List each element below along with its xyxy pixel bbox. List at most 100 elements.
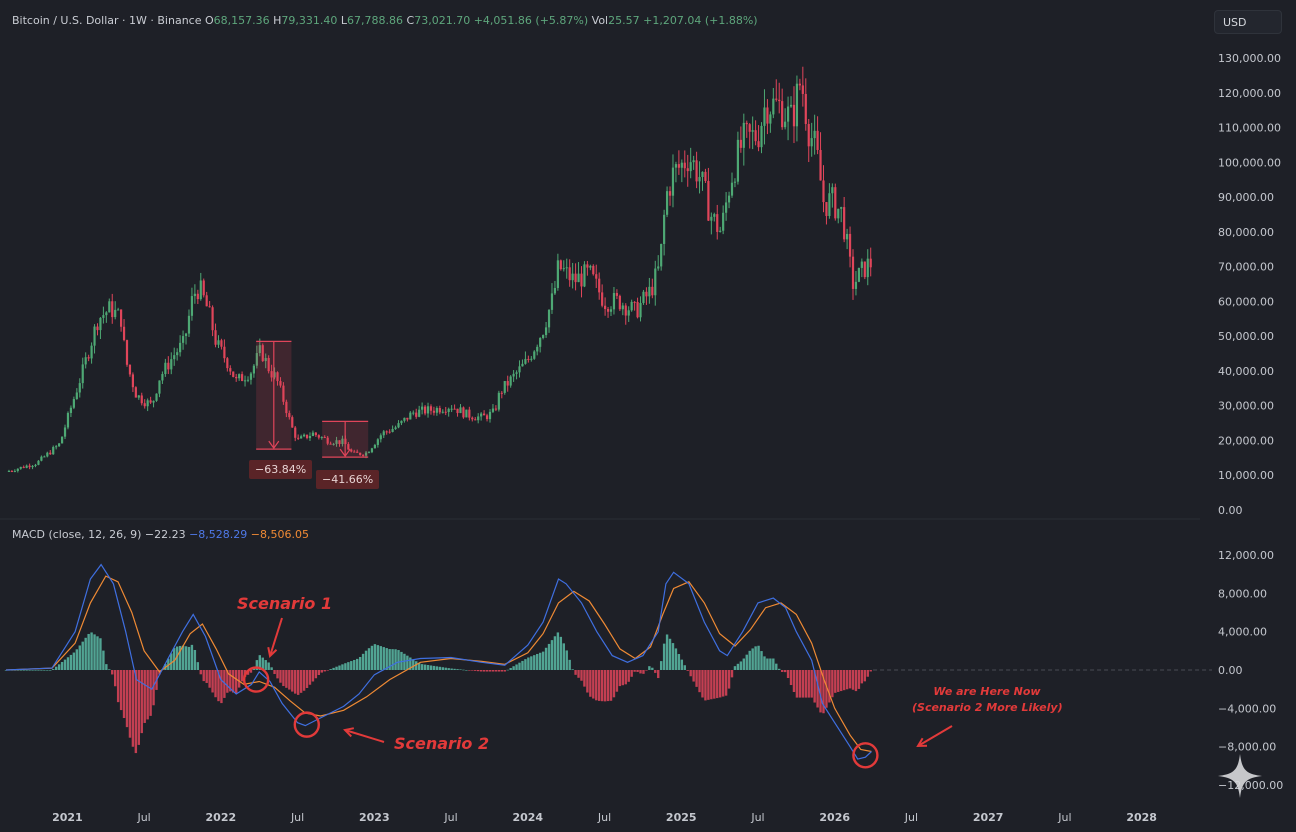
macd-histogram-bar — [801, 670, 805, 698]
candle-body — [645, 291, 648, 297]
candle-body — [423, 406, 427, 414]
macd-histogram-bar — [474, 670, 477, 671]
candle — [665, 186, 669, 218]
macd-histogram-bar — [69, 654, 73, 670]
candle-body — [238, 374, 241, 379]
macd-histogram-bar — [205, 670, 208, 683]
macd-histogram-bar — [485, 670, 489, 672]
candle — [117, 307, 120, 311]
candle — [509, 375, 512, 388]
candle — [848, 226, 852, 268]
candle-body — [677, 164, 680, 168]
candle — [235, 373, 238, 382]
candle — [854, 270, 858, 296]
candle-body — [347, 444, 350, 450]
macd-histogram-bar — [497, 670, 501, 672]
symbol-label: Bitcoin / U.S. Dollar · 1W · Binance — [12, 14, 202, 27]
candle-body — [193, 293, 196, 297]
candle-body — [359, 452, 362, 455]
candle — [232, 371, 235, 378]
macd-histogram-bar — [772, 658, 775, 670]
candle-body — [267, 357, 270, 372]
macd-histogram-bar — [37, 670, 40, 671]
candle — [202, 278, 205, 298]
candle-body — [542, 335, 545, 339]
candle — [205, 291, 208, 307]
candle-body — [379, 435, 382, 440]
scenario-1-arrow — [267, 617, 283, 658]
macd-histogram-bar — [701, 670, 704, 698]
macd-histogram-bar — [645, 670, 648, 671]
macd-histogram-bar — [232, 670, 235, 693]
candle — [379, 433, 382, 443]
candle-body — [851, 256, 855, 289]
candle-body — [509, 376, 512, 386]
macd-histogram-bar — [412, 659, 415, 670]
candle-body — [775, 98, 778, 100]
candle — [13, 469, 16, 473]
candle-body — [240, 374, 244, 382]
candle-body — [385, 431, 388, 433]
macd-histogram-bar — [851, 670, 855, 690]
macd-histogram-bar — [595, 670, 598, 701]
macd-histogram-bar — [592, 670, 595, 699]
candle — [645, 287, 648, 305]
candle — [547, 309, 551, 333]
scenario-1-arrow-head — [267, 646, 278, 658]
candle — [418, 405, 421, 418]
candle-body — [843, 207, 846, 240]
candle — [577, 262, 580, 283]
candle — [367, 451, 371, 454]
vol-change-value: +1,207.04 (+1.88%) — [643, 14, 758, 27]
candle — [397, 420, 400, 429]
macd-histogram-bar — [143, 670, 146, 723]
candle — [187, 309, 191, 338]
candle — [252, 364, 256, 378]
candle — [214, 323, 217, 348]
candle-body — [668, 191, 672, 196]
macd-histogram-bar — [807, 670, 810, 698]
macd-histogram-bar — [648, 666, 651, 670]
candle-body — [482, 413, 486, 416]
macd-histogram-bar — [16, 670, 20, 671]
candle-body — [680, 162, 683, 168]
macd-histogram-bar — [116, 670, 120, 703]
candle-body — [692, 160, 695, 163]
candle-body — [122, 326, 126, 341]
candle-body — [503, 381, 506, 393]
candle — [320, 436, 323, 440]
candle-body — [657, 266, 660, 269]
candle — [341, 435, 344, 447]
macd-histogram-bar — [686, 670, 689, 671]
candle-body — [480, 413, 483, 417]
macd-histogram-bar — [167, 658, 170, 670]
macd-histogram-bar — [193, 649, 197, 670]
candle-body — [226, 358, 229, 369]
candle — [556, 253, 559, 291]
candle-body — [665, 191, 669, 215]
macd-histogram-bar — [175, 646, 179, 670]
macd-histogram-bar — [612, 670, 616, 698]
candle-body — [199, 280, 202, 300]
macd-histogram-bar — [512, 666, 515, 670]
macd-histogram-bar — [845, 670, 849, 690]
currency-button[interactable]: USD — [1214, 10, 1282, 34]
drawdown-box-1 — [256, 340, 292, 450]
candle — [409, 411, 412, 420]
macd-histogram-bar — [291, 670, 294, 692]
candle — [403, 417, 406, 423]
candle-body — [367, 452, 371, 454]
candle-body — [539, 338, 542, 347]
macd-histogram-bar — [527, 657, 530, 670]
x-tick: 2025 — [666, 811, 697, 824]
candle-body — [828, 193, 831, 216]
macd-histogram-bar — [754, 646, 757, 670]
candle — [288, 410, 291, 420]
macd-histogram-bar — [46, 670, 49, 671]
macd-histogram-bar — [353, 659, 356, 670]
macd-histogram-bar — [282, 670, 285, 687]
candle-body — [211, 307, 214, 331]
candle — [500, 390, 503, 399]
candle — [211, 305, 214, 337]
